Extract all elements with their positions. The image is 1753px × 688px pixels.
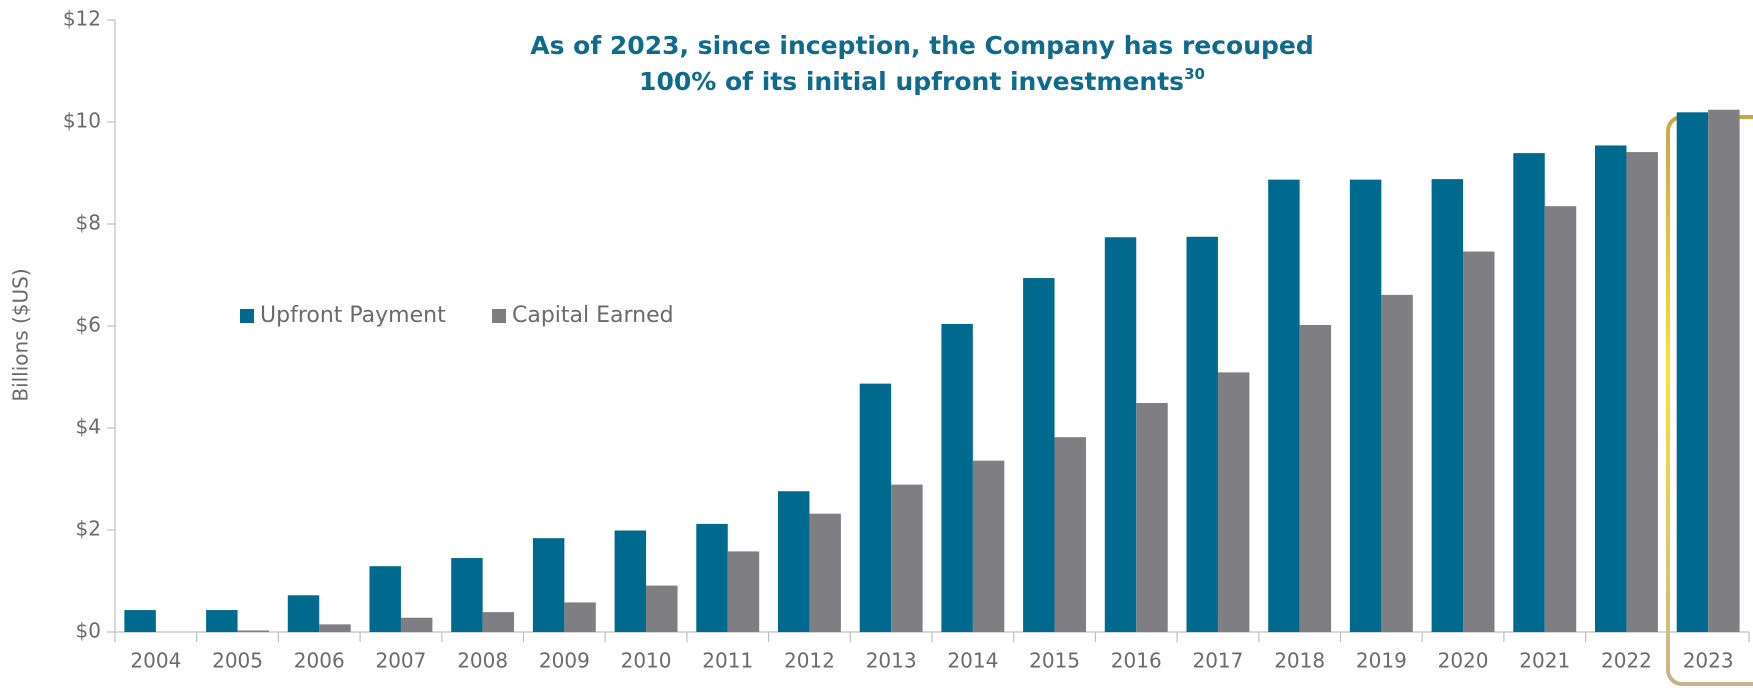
y-tick-label: $10 <box>63 109 101 133</box>
bar <box>1217 372 1250 632</box>
bar <box>237 630 270 632</box>
bar <box>1594 145 1627 632</box>
bar <box>319 624 351 632</box>
bar <box>369 566 401 632</box>
bar <box>1676 112 1709 632</box>
y-tick-label: $12 <box>63 7 101 31</box>
bar <box>1054 437 1087 632</box>
x-tick-label: 2019 <box>1356 649 1407 673</box>
x-tick-label: 2004 <box>130 649 181 673</box>
bar <box>809 513 841 632</box>
bar <box>482 612 515 632</box>
bar <box>614 530 647 632</box>
bar <box>1381 294 1413 632</box>
bar <box>727 551 760 632</box>
x-tick-label: 2006 <box>294 649 345 673</box>
x-tick-label: 2023 <box>1683 649 1734 673</box>
x-tick-label: 2014 <box>947 649 998 673</box>
bar <box>1626 152 1658 632</box>
bar <box>1299 324 1332 632</box>
bar <box>1023 278 1055 632</box>
bar <box>400 617 433 632</box>
bar <box>941 323 973 632</box>
bar <box>859 383 892 632</box>
x-tick-label: 2016 <box>1111 649 1162 673</box>
bar <box>287 595 320 632</box>
chart-title: 100% of its initial upfront investments3… <box>639 65 1205 97</box>
bar <box>891 484 923 632</box>
bar <box>1349 179 1382 632</box>
bar <box>451 558 483 632</box>
title-footnote: 30 <box>1184 65 1205 83</box>
bar <box>1104 237 1137 632</box>
y-tick-label: $6 <box>76 313 101 337</box>
x-tick-label: 2015 <box>1029 649 1080 673</box>
x-tick-label: 2021 <box>1519 649 1570 673</box>
bar <box>564 602 596 632</box>
bar <box>1708 109 1740 632</box>
bar <box>972 460 1005 632</box>
bar <box>646 585 678 632</box>
x-tick-label: 2007 <box>375 649 426 673</box>
bar <box>1268 179 1300 632</box>
x-tick-label: 2005 <box>212 649 263 673</box>
legend-label: Capital Earned <box>512 303 674 328</box>
y-tick-label: $8 <box>76 211 101 235</box>
x-tick-label: 2012 <box>784 649 835 673</box>
bar <box>1544 206 1577 632</box>
chart-title-line: 100% of its initial upfront investments <box>639 67 1184 96</box>
bar <box>1431 179 1464 632</box>
bar <box>1463 251 1495 633</box>
x-tick-label: 2022 <box>1601 649 1652 673</box>
bar <box>1136 403 1168 632</box>
legend-label: Upfront Payment <box>260 303 446 328</box>
x-tick-label: 2009 <box>539 649 590 673</box>
y-tick-label: $2 <box>76 517 101 541</box>
y-axis-label: Billions ($US) <box>9 268 33 401</box>
legend-swatch <box>240 309 254 323</box>
bar <box>124 610 156 632</box>
bar <box>1513 153 1545 633</box>
bar <box>696 523 728 632</box>
x-tick-label: 2008 <box>457 649 508 673</box>
bar <box>532 538 565 632</box>
x-tick-label: 2017 <box>1192 649 1243 673</box>
bar <box>777 491 810 632</box>
x-tick-label: 2011 <box>702 649 753 673</box>
x-tick-label: 2010 <box>621 649 672 673</box>
y-tick-label: $4 <box>76 415 101 439</box>
legend-swatch <box>492 309 506 323</box>
x-tick-label: 2013 <box>866 649 917 673</box>
chart-title: As of 2023, since inception, the Company… <box>530 31 1314 60</box>
x-tick-label: 2018 <box>1274 649 1325 673</box>
x-tick-label: 2020 <box>1438 649 1489 673</box>
bar <box>206 610 238 632</box>
bar <box>1186 236 1218 632</box>
y-tick-label: $0 <box>76 619 101 643</box>
